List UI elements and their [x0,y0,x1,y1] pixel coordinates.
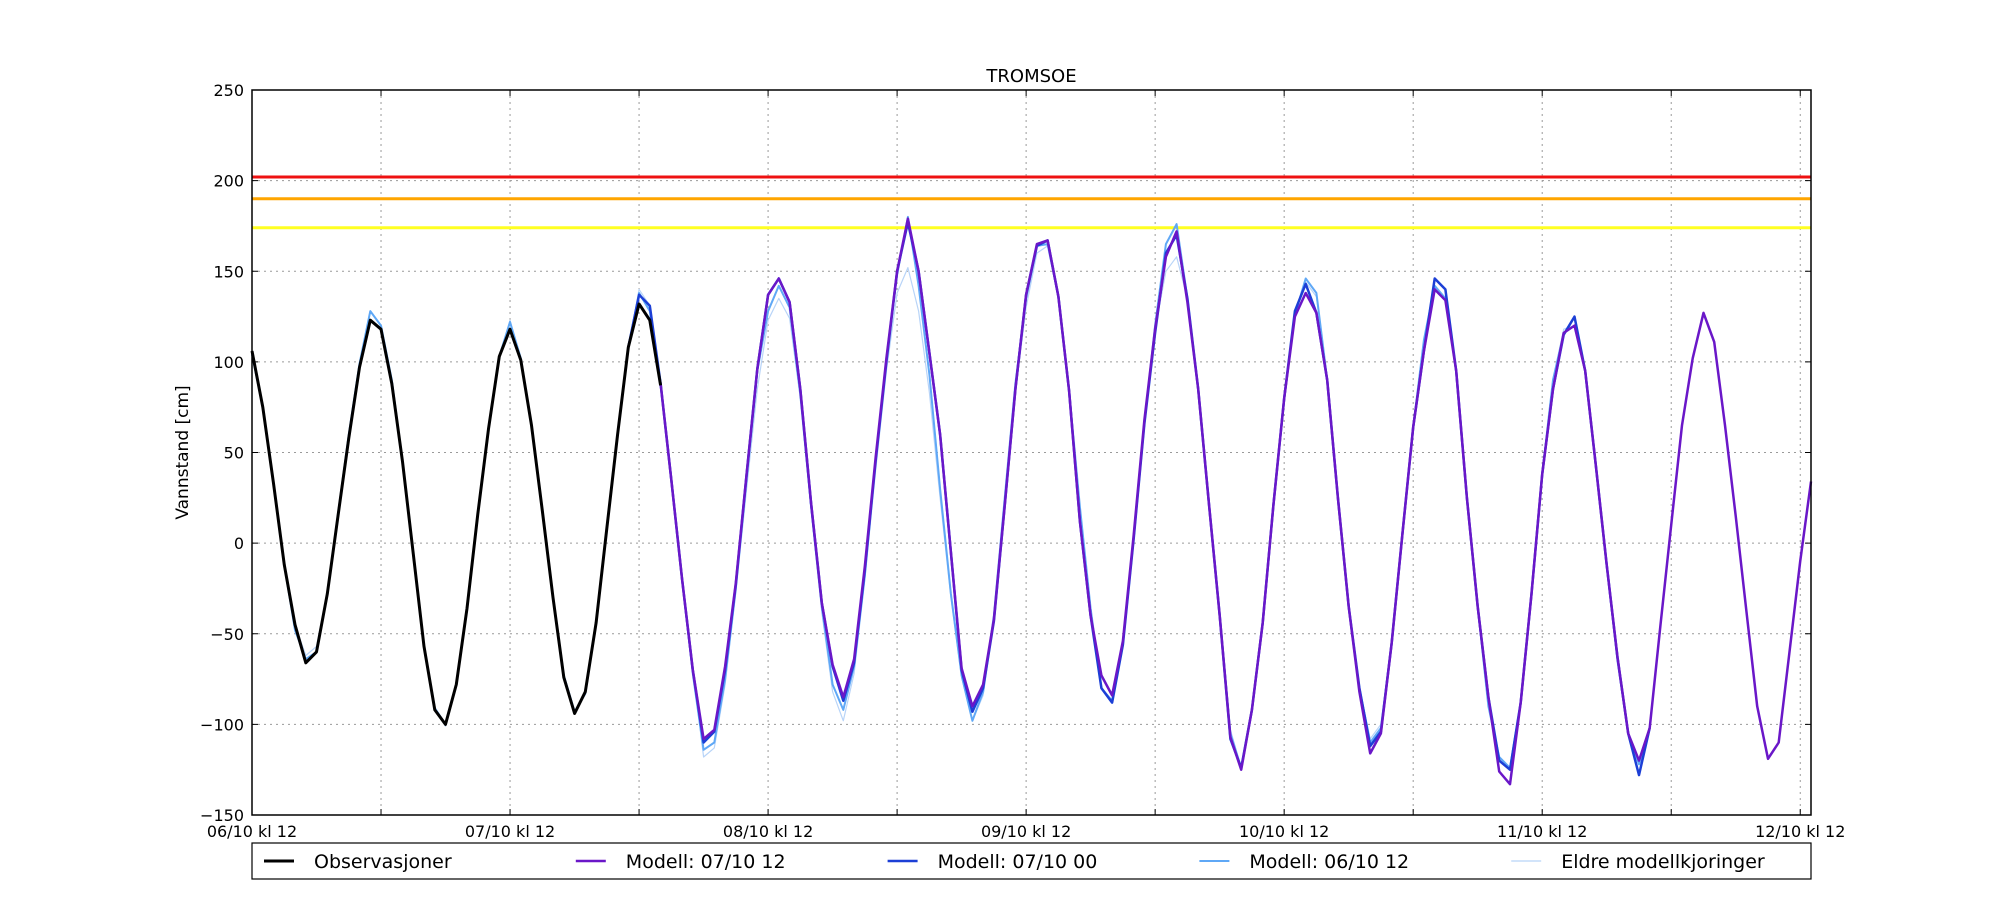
series-line [251,245,1651,771]
series-lines [250,215,1813,786]
x-tick-label: 06/10 kl 12 [207,822,297,841]
y-tick-label: −100 [200,715,244,734]
threshold-lines [252,175,1811,230]
series-line [659,217,1813,786]
chart-title: TROMSOE [985,66,1076,87]
x-tick-label: 07/10 kl 12 [465,822,555,841]
x-tick-label: 12/10 kl 12 [1755,822,1845,841]
x-tick-label: 08/10 kl 12 [723,822,813,841]
legend-label: Eldre modellkjoringer [1561,851,1765,873]
legend-label: Observasjoner [314,851,452,873]
legend: Observasjoner Modell: 07/10 12 Modell: 07/… [251,842,1812,880]
legend-label: Modell: 07/10 00 [938,851,1098,873]
x-tick-label: 11/10 kl 12 [1497,822,1587,841]
y-axis-label: Vannstand [cm] [173,385,193,519]
y-tick-label: 250 [213,81,244,100]
x-tick-label: 09/10 kl 12 [981,822,1071,841]
series-line [627,221,1651,777]
y-tick-label: 0 [234,534,244,553]
legend-label: Modell: 07/10 12 [626,851,786,873]
y-tick-label: 200 [213,172,244,191]
y-tick-label: −50 [210,625,244,644]
y-tick-label: 50 [224,444,244,463]
x-tick-label: 10/10 kl 12 [1239,822,1329,841]
y-tick-label: −150 [200,806,244,825]
legend-box [251,842,1812,880]
series-line [250,302,663,726]
y-tick-label: 100 [213,353,244,372]
series-line [251,215,1651,769]
y-tick-label: 150 [213,262,244,281]
x-axis-ticks: 06/10 kl 12 07/10 kl 12 08/10 kl 12 09/10 k… [207,90,1845,841]
grid [252,90,1811,815]
legend-label: Modell: 06/10 12 [1249,851,1409,873]
y-axis-ticks: −150 −100 −50 0 50 100 150 200 250 [200,81,1811,825]
